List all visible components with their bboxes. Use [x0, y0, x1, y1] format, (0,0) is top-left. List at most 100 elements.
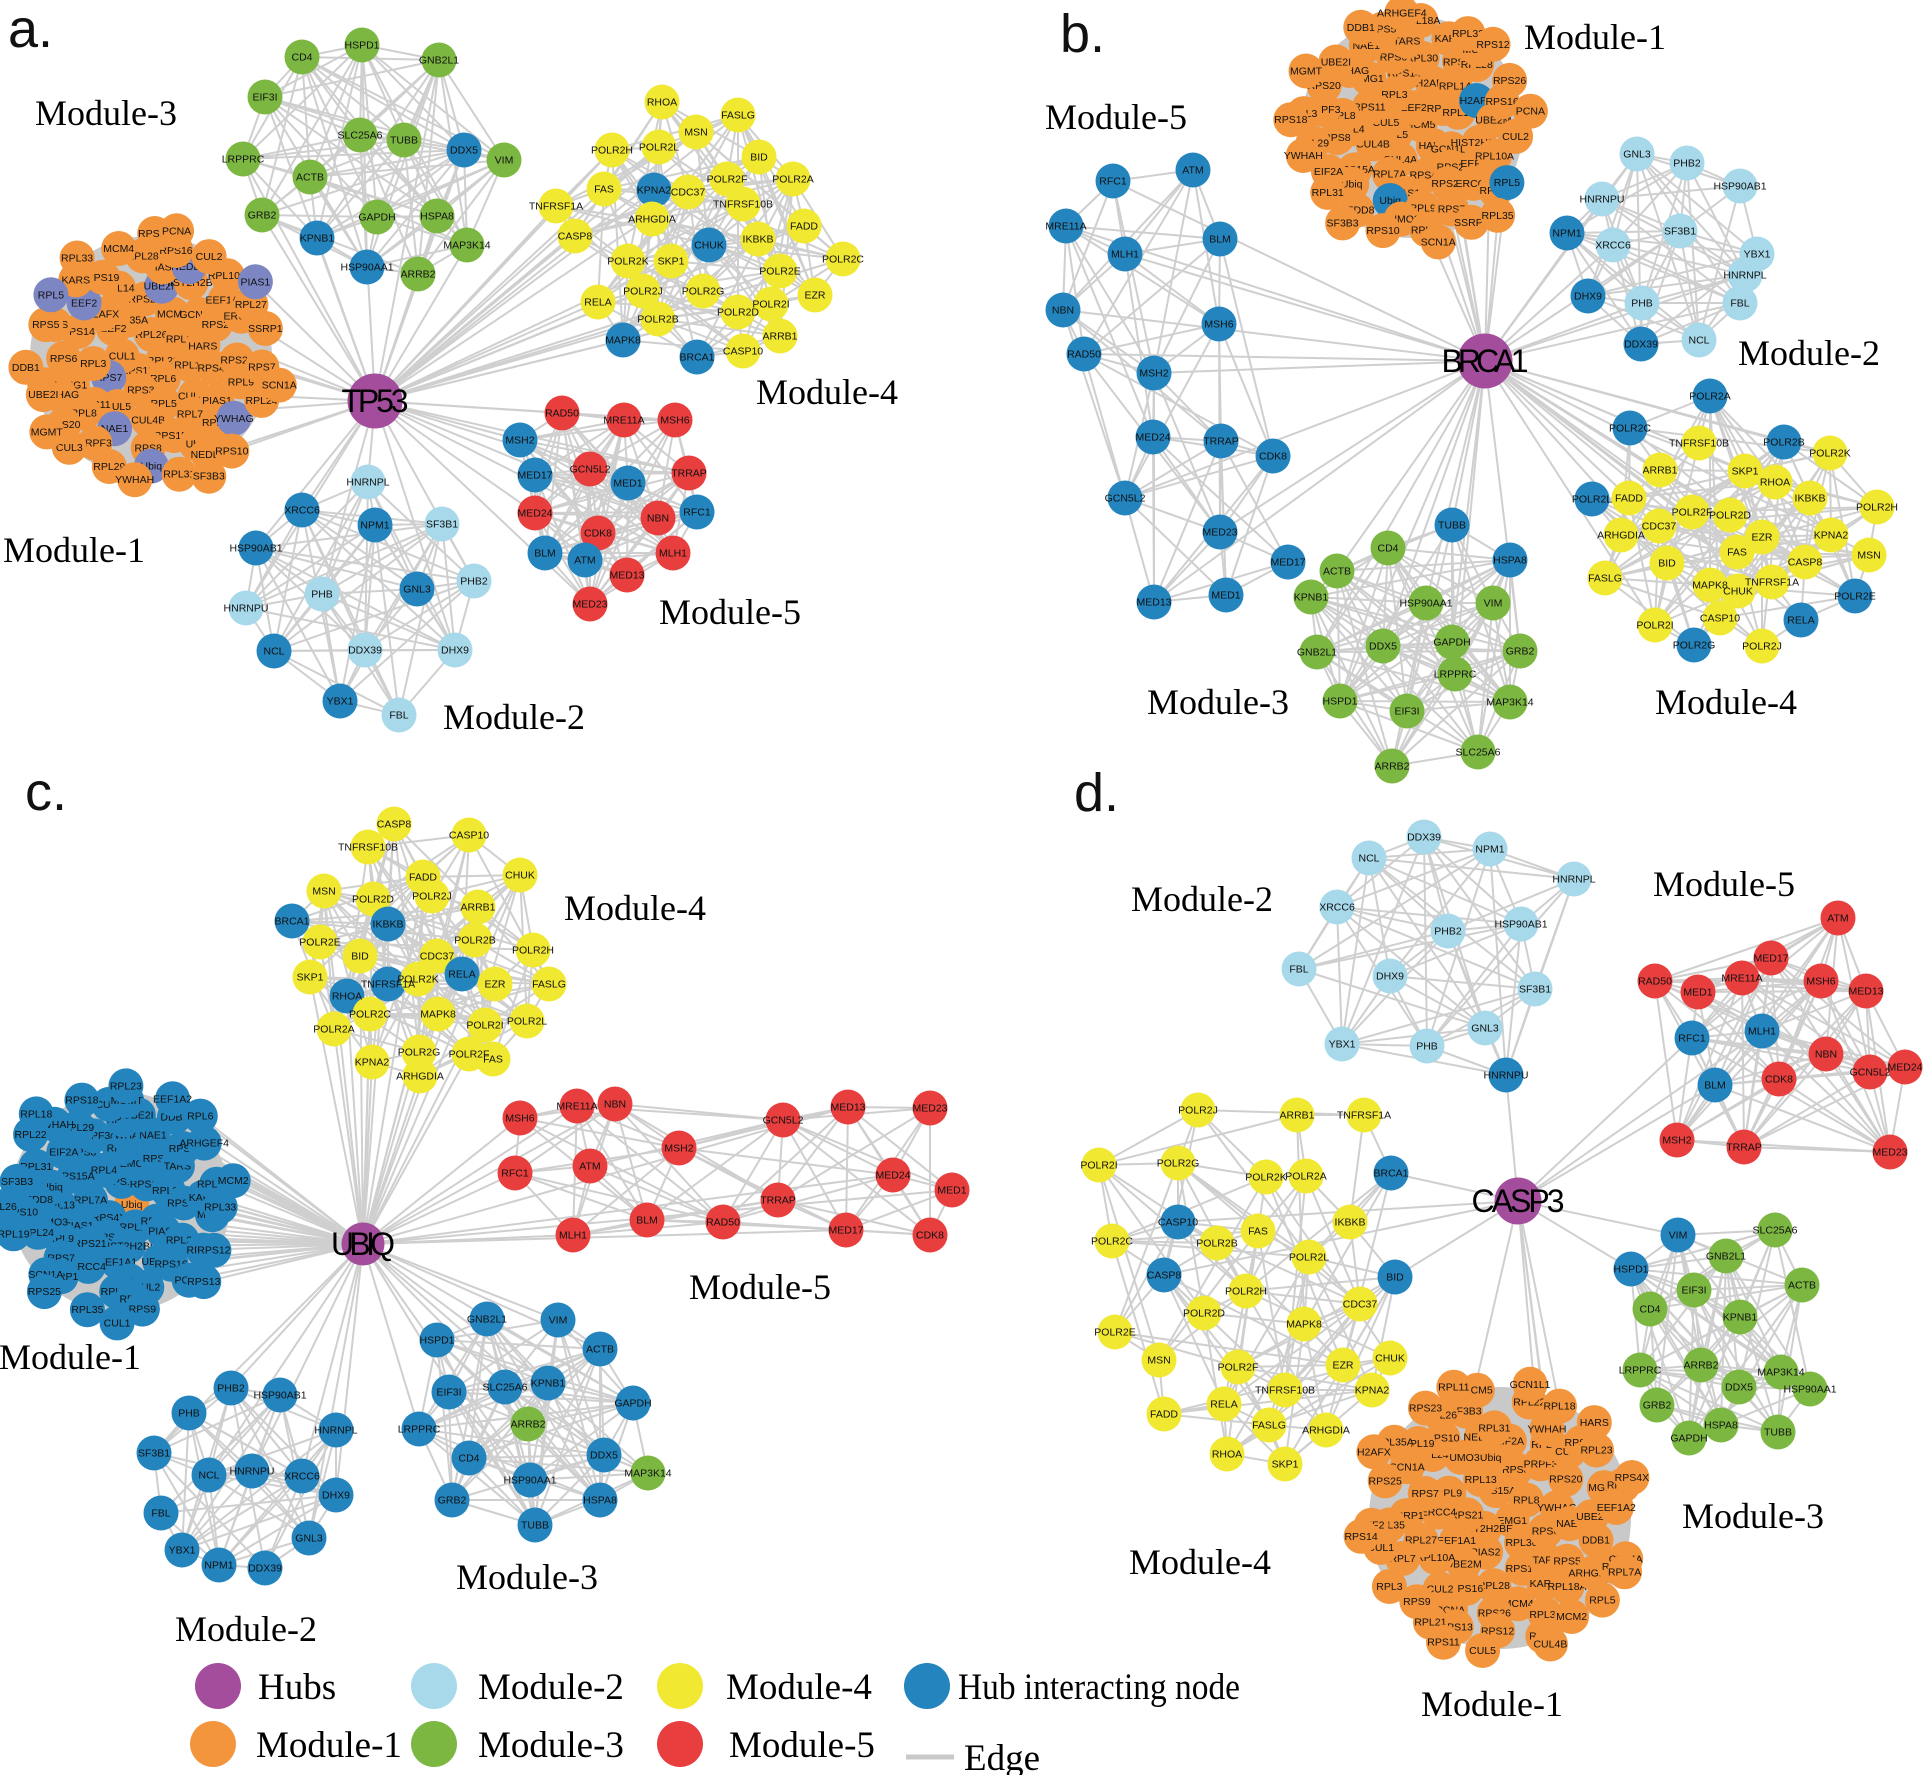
svg-text:POLR2A: POLR2A	[1689, 391, 1730, 403]
svg-text:MSH2: MSH2	[1139, 368, 1168, 380]
svg-text:SF3B1: SF3B1	[138, 1448, 170, 1460]
svg-text:Edge: Edge	[964, 1738, 1040, 1775]
svg-text:MSH6: MSH6	[505, 1113, 534, 1125]
svg-text:UBE2I: UBE2I	[1321, 57, 1351, 69]
svg-text:RFC1: RFC1	[501, 1168, 529, 1180]
svg-text:ATM: ATM	[1827, 913, 1848, 925]
svg-text:RPL10A: RPL10A	[208, 270, 247, 282]
svg-text:RPL27: RPL27	[1405, 1535, 1437, 1547]
svg-text:PHB2: PHB2	[460, 576, 488, 588]
svg-text:RPS25: RPS25	[28, 1286, 61, 1298]
svg-text:RPS16: RPS16	[1485, 96, 1518, 108]
svg-text:POLR2I: POLR2I	[466, 1020, 503, 1032]
svg-text:SSRP1: SSRP1	[248, 323, 283, 335]
svg-text:CDK8: CDK8	[584, 528, 612, 540]
svg-text:HSP90AB1: HSP90AB1	[253, 1390, 306, 1402]
svg-text:DDX39: DDX39	[248, 1563, 282, 1575]
svg-text:GNB2L1: GNB2L1	[1706, 1251, 1746, 1263]
svg-text:RPL26: RPL26	[0, 1201, 17, 1213]
svg-text:POLR2J: POLR2J	[623, 286, 663, 298]
svg-text:RPS3: RPS3	[127, 385, 155, 397]
svg-text:HNRNPU: HNRNPU	[1484, 1070, 1529, 1082]
svg-text:EIF2A: EIF2A	[49, 1146, 78, 1158]
svg-text:DDX5: DDX5	[590, 1450, 618, 1462]
svg-text:POLR2A: POLR2A	[1285, 1171, 1326, 1183]
svg-text:MAPK8: MAPK8	[1286, 1319, 1322, 1331]
svg-text:Module-5: Module-5	[659, 592, 801, 632]
svg-text:SF3B3: SF3B3	[193, 471, 225, 483]
svg-text:MLH1: MLH1	[1748, 1026, 1776, 1038]
svg-text:NCL: NCL	[198, 1470, 219, 1482]
svg-text:RPL28: RPL28	[1478, 1580, 1510, 1592]
svg-text:RPL6: RPL6	[187, 1111, 213, 1123]
svg-text:CHUK: CHUK	[1723, 586, 1753, 598]
svg-text:RPL22: RPL22	[15, 1129, 47, 1141]
svg-text:NBN: NBN	[1815, 1049, 1837, 1061]
svg-text:EMG1: EMG1	[1497, 1515, 1527, 1527]
svg-text:TNFRSF1A: TNFRSF1A	[529, 201, 583, 213]
svg-text:GAPDH: GAPDH	[1670, 1433, 1707, 1445]
svg-text:RPS12: RPS12	[1476, 39, 1509, 51]
svg-text:MSN: MSN	[312, 886, 335, 898]
svg-text:DHX9: DHX9	[322, 1490, 350, 1502]
svg-text:FBL: FBL	[1289, 964, 1308, 976]
svg-text:FAS: FAS	[594, 184, 614, 196]
svg-text:YBX1: YBX1	[1744, 249, 1771, 261]
svg-text:DDX39: DDX39	[1407, 832, 1441, 844]
svg-text:RPL3: RPL3	[80, 358, 106, 370]
svg-text:CD4: CD4	[291, 52, 312, 64]
svg-text:CASP8: CASP8	[1788, 557, 1823, 569]
svg-text:YWHAH: YWHAH	[1527, 1423, 1566, 1435]
svg-text:HSPD1: HSPD1	[1322, 696, 1357, 708]
svg-text:POLR2K: POLR2K	[1245, 1172, 1286, 1184]
svg-text:BRCA1: BRCA1	[1373, 1168, 1408, 1180]
svg-text:HSPA8: HSPA8	[1704, 1420, 1738, 1432]
svg-text:SF3B1: SF3B1	[1664, 226, 1696, 238]
svg-text:GCN5L2: GCN5L2	[763, 1115, 804, 1127]
svg-text:CUL2: CUL2	[1502, 131, 1529, 143]
svg-text:MED23: MED23	[572, 599, 607, 611]
svg-text:POLR2D: POLR2D	[717, 307, 759, 319]
svg-text:CUL1: CUL1	[109, 351, 136, 363]
svg-text:RPL33: RPL33	[1529, 1609, 1561, 1621]
svg-text:DDB1: DDB1	[1347, 22, 1375, 34]
svg-text:MCM4: MCM4	[103, 243, 134, 255]
svg-text:TRRAP: TRRAP	[671, 468, 707, 480]
svg-text:POLR2C: POLR2C	[1091, 1236, 1133, 1248]
svg-text:DDX39: DDX39	[1624, 339, 1658, 351]
svg-text:VIM: VIM	[495, 155, 514, 167]
svg-text:HSPA8: HSPA8	[1493, 555, 1527, 567]
svg-text:MLH1: MLH1	[1111, 249, 1139, 261]
svg-text:H2AFX: H2AFX	[1357, 1446, 1391, 1458]
svg-text:HARS: HARS	[188, 340, 217, 352]
svg-text:Ubiq: Ubiq	[1341, 179, 1363, 191]
svg-text:EZR: EZR	[805, 290, 826, 302]
svg-text:RELA: RELA	[1787, 615, 1814, 627]
svg-text:POLR2L: POLR2L	[639, 142, 679, 154]
svg-text:MED1: MED1	[1683, 987, 1712, 999]
svg-text:MED1: MED1	[1211, 590, 1240, 602]
svg-text:BID: BID	[351, 951, 369, 963]
svg-text:FASLG: FASLG	[532, 979, 566, 991]
svg-text:CASP8: CASP8	[1147, 1270, 1182, 1282]
svg-text:BRCA1: BRCA1	[679, 352, 714, 364]
svg-text:HSP90AB1: HSP90AB1	[1713, 181, 1766, 193]
svg-text:Module-2: Module-2	[175, 1609, 317, 1649]
svg-text:Ubiq: Ubiq	[1480, 1452, 1502, 1464]
svg-text:CUL1: CUL1	[104, 1317, 131, 1329]
svg-text:Hub interacting node: Hub interacting node	[958, 1667, 1240, 1708]
svg-text:PHB2: PHB2	[1434, 926, 1462, 938]
svg-text:NBN: NBN	[1052, 305, 1074, 317]
svg-text:MED24: MED24	[1887, 1062, 1922, 1074]
svg-text:TNFRSF10B: TNFRSF10B	[1255, 1385, 1315, 1397]
svg-text:NAE1: NAE1	[139, 1129, 167, 1141]
svg-text:TUBB: TUBB	[390, 135, 418, 147]
svg-text:TNFRSF10B: TNFRSF10B	[713, 199, 773, 211]
svg-text:FBL: FBL	[389, 710, 408, 722]
svg-text:CASP10: CASP10	[1158, 1217, 1198, 1229]
svg-text:CDK8: CDK8	[1765, 1074, 1793, 1086]
svg-text:LRPPRC: LRPPRC	[1619, 1365, 1662, 1377]
svg-text:YWHAG: YWHAG	[214, 413, 254, 425]
svg-text:RPL7A: RPL7A	[1608, 1566, 1641, 1578]
svg-text:RFC1: RFC1	[683, 507, 711, 519]
